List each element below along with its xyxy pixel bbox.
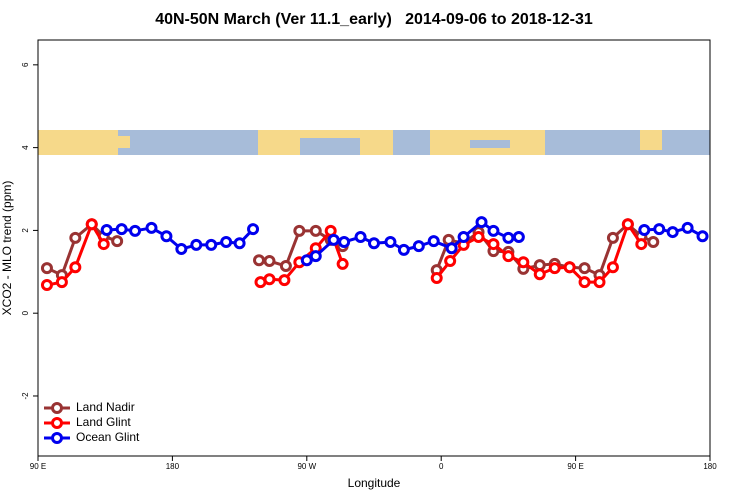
data-point [621,218,634,231]
y-tick-label: 2 [21,228,30,233]
data-point [300,254,313,267]
data-point [160,230,173,243]
data-point [115,223,128,236]
chart-title: 40N-50N March (Ver 11.1_early) 2014-09-0… [155,11,593,28]
data-point [263,255,276,268]
data-point [384,235,397,248]
data-point [430,272,443,285]
legend-marker [51,402,63,414]
data-point [145,221,158,234]
y-tick-label: -2 [21,392,30,400]
data-point [653,223,666,236]
data-point [472,231,485,244]
data-point [681,221,694,234]
data-point [338,235,351,248]
data-point [327,233,340,246]
data-point [129,224,142,237]
data-point [593,276,606,289]
data-point [40,262,53,275]
data-point [111,235,124,248]
data-point [55,276,68,289]
x-tick-label: 90 E [567,462,583,471]
data-point [444,255,457,268]
data-point [253,254,266,267]
data-point [696,230,709,243]
data-point [606,231,619,244]
data-point [69,231,82,244]
data-point [606,261,619,274]
data-point [475,216,488,229]
data-point [97,238,110,251]
legend-label: Ocean Glint [76,430,140,444]
data-point [279,260,292,273]
data-point [533,268,546,281]
x-tick-label: 180 [166,462,180,471]
x-tick-label: 90 W [297,462,316,471]
data-point [85,218,98,231]
data-point [517,256,530,269]
data-point [205,238,218,251]
data-point [487,224,500,237]
plot-frame [37,39,711,457]
data-point [247,223,260,236]
data-point [190,238,203,251]
data-point [578,276,591,289]
data-point [563,261,576,274]
data-point [578,262,591,275]
data-point [293,224,306,237]
data-point [635,238,648,251]
data-point [638,223,651,236]
data-point [263,273,276,286]
legend-marker [51,432,63,444]
data-point [278,274,291,287]
data-point [502,250,515,263]
data-point [233,237,246,250]
y-tick-label: 4 [21,145,30,150]
data-point [445,242,458,255]
data-point [502,231,515,244]
x-tick-label: 90 E [30,462,46,471]
data-point [220,235,233,248]
map-band [38,130,710,155]
data-point [309,250,322,263]
data-point [397,243,410,256]
data-point [548,262,561,275]
data-point [69,261,82,274]
x-tick-label: 180 [703,462,717,471]
data-point [368,237,380,250]
legend-label: Land Nadir [76,400,135,414]
data-point [100,223,113,236]
data-point [336,257,349,270]
legend-label: Land Glint [76,415,131,429]
data-point [487,238,500,251]
x-axis-label: Longitude [348,476,401,490]
legend-marker [51,417,63,429]
x-tick-label: 0 [439,462,444,471]
y-tick-label: 0 [21,310,30,315]
data-point [647,235,660,248]
y-axis-label: XCO2 - MLO trend (ppm) [0,181,14,316]
y-tick-label: 6 [21,62,30,67]
data-point [512,231,525,244]
data-point [309,224,322,237]
data-point [354,231,367,244]
data-point [427,235,440,248]
data-point [457,231,470,244]
data-point [175,243,188,256]
data-point [40,279,53,292]
data-point [666,226,679,239]
data-point [412,240,425,253]
